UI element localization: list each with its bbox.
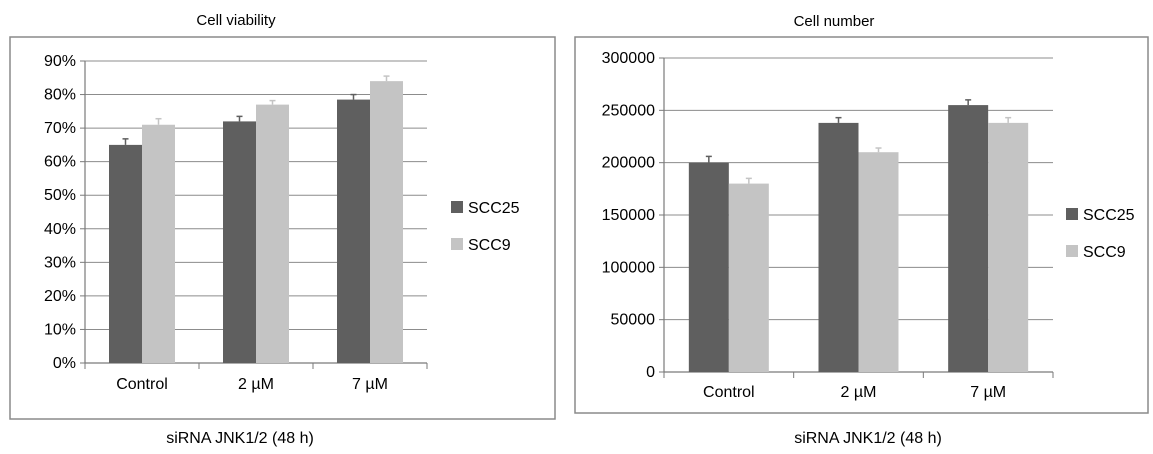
y-tick-label: 300000 [602,50,655,67]
legend-swatch [451,201,463,213]
y-tick-label: 40% [44,221,76,238]
bar [728,183,769,372]
bar [688,162,729,372]
bar [109,144,142,363]
x-tick-label: 7 µM [352,376,388,393]
bar [818,122,859,372]
bar [337,99,370,363]
legend-label: SCC25 [1083,207,1135,224]
legend-label: SCC25 [468,200,520,217]
plot-area: 0% 10% 20% 30% 40% 50% 60% 70% 80% 90% Control 2 µM… [44,53,520,393]
chart-title: Cell number [794,13,875,30]
legend-swatch [1066,208,1078,220]
plot-area: 0 50000 100000 150000 200000 250000 300000 Cont… [602,50,1135,401]
y-tick-label: 80% [44,87,76,104]
y-tick-label: 90% [44,53,76,70]
x-tick-label: 2 µM [238,376,274,393]
y-tick-label: 20% [44,288,76,305]
bar [370,81,403,363]
bar [858,152,899,372]
y-tick-label: 50% [44,187,76,204]
bar [142,124,175,363]
y-tick-label: 250000 [602,102,655,119]
y-tick-label: 60% [44,154,76,171]
chart-cell-viability: Cell viability 0% 10% 20% 30% 40% 50% 60% 70% 80… [9,12,556,447]
chart-frame [9,36,556,420]
x-axis-label: siRNA JNK1/2 (48 h) [166,430,314,447]
legend-label: SCC9 [468,237,511,254]
x-tick-label: 7 µM [970,384,1006,401]
y-tick-label: 30% [44,254,76,271]
legend-swatch [1066,245,1078,257]
chart-cell-number: Cell number 0 50000 100000 150000 200000 2500… [574,13,1149,447]
bar [223,121,256,364]
x-tick-label: Control [116,376,168,393]
y-tick-label: 0% [53,355,76,372]
y-tick-label: 10% [44,321,76,338]
bar [948,105,989,372]
legend-swatch [451,238,463,250]
y-tick-label: 200000 [602,155,655,172]
bar [256,104,289,363]
y-tick-label: 70% [44,120,76,137]
y-tick-label: 0 [646,364,655,381]
y-tick-label: 50000 [611,312,656,329]
legend-label: SCC9 [1083,244,1126,261]
x-axis-label: siRNA JNK1/2 (48 h) [794,430,942,447]
chart-frame [574,36,1149,414]
x-tick-label: 2 µM [841,384,877,401]
y-tick-label: 100000 [602,259,655,276]
chart-title: Cell viability [196,12,276,29]
y-tick-label: 150000 [602,207,655,224]
x-tick-label: Control [703,384,755,401]
bar [988,122,1029,372]
